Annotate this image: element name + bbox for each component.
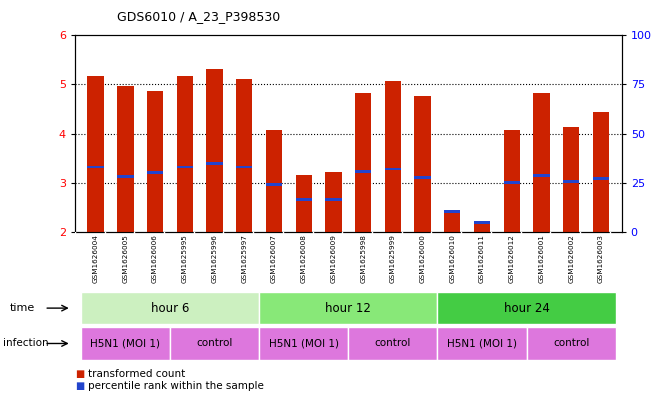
Text: GSM1625997: GSM1625997	[242, 234, 247, 283]
Bar	[147, 91, 163, 232]
Bar	[437, 327, 527, 360]
Bar	[170, 327, 259, 360]
Bar	[326, 198, 342, 201]
Text: GSM1625995: GSM1625995	[182, 234, 188, 283]
Text: GSM1625999: GSM1625999	[390, 234, 396, 283]
Bar	[385, 167, 401, 171]
Bar	[296, 175, 312, 232]
Text: GSM1625996: GSM1625996	[212, 234, 217, 283]
Bar	[592, 177, 609, 180]
Text: GSM1626005: GSM1626005	[122, 234, 128, 283]
Bar	[266, 130, 282, 232]
Bar	[259, 327, 348, 360]
Text: H5N1 (MOI 1): H5N1 (MOI 1)	[90, 338, 160, 349]
Bar	[474, 223, 490, 232]
Bar	[504, 130, 520, 232]
Text: GSM1626004: GSM1626004	[92, 234, 99, 283]
Bar	[266, 183, 282, 185]
Bar	[533, 174, 549, 177]
Text: time: time	[10, 303, 35, 313]
Bar	[296, 198, 312, 201]
Text: GSM1626011: GSM1626011	[479, 234, 485, 283]
Text: control: control	[375, 338, 411, 349]
Bar	[444, 210, 460, 213]
Bar	[326, 172, 342, 232]
Text: GSM1626000: GSM1626000	[420, 234, 426, 283]
Bar	[348, 327, 437, 360]
Bar	[81, 292, 259, 324]
Bar	[563, 180, 579, 183]
Bar	[81, 327, 170, 360]
Text: GDS6010 / A_23_P398530: GDS6010 / A_23_P398530	[117, 10, 281, 23]
Text: control: control	[197, 338, 233, 349]
Bar	[117, 86, 133, 232]
Bar	[355, 171, 371, 173]
Bar	[236, 165, 253, 169]
Text: GSM1626001: GSM1626001	[538, 234, 544, 283]
Bar	[474, 220, 490, 224]
Text: hour 24: hour 24	[504, 301, 549, 315]
Text: GSM1626012: GSM1626012	[508, 234, 515, 283]
Bar	[87, 165, 104, 169]
Bar	[504, 181, 520, 184]
Text: ■: ■	[75, 369, 84, 379]
Text: transformed count: transformed count	[88, 369, 185, 379]
Bar	[236, 79, 253, 232]
Text: GSM1626006: GSM1626006	[152, 234, 158, 283]
Text: percentile rank within the sample: percentile rank within the sample	[88, 381, 264, 391]
Bar	[533, 93, 549, 232]
Bar	[206, 69, 223, 232]
Bar	[259, 292, 437, 324]
Bar	[385, 81, 401, 232]
Bar	[563, 127, 579, 232]
Bar	[444, 211, 460, 232]
Bar	[437, 292, 616, 324]
Text: hour 12: hour 12	[326, 301, 371, 315]
Bar	[355, 93, 371, 232]
Text: GSM1626010: GSM1626010	[449, 234, 455, 283]
Text: infection: infection	[3, 338, 49, 349]
Text: GSM1626002: GSM1626002	[568, 234, 574, 283]
Text: hour 6: hour 6	[151, 301, 189, 315]
Bar	[592, 112, 609, 232]
Bar	[117, 175, 133, 178]
Text: GSM1626007: GSM1626007	[271, 234, 277, 283]
Text: ■: ■	[75, 381, 84, 391]
Text: GSM1626003: GSM1626003	[598, 234, 604, 283]
Text: GSM1626009: GSM1626009	[331, 234, 337, 283]
Bar	[527, 327, 616, 360]
Bar	[87, 76, 104, 232]
Bar	[176, 76, 193, 232]
Text: H5N1 (MOI 1): H5N1 (MOI 1)	[447, 338, 517, 349]
Bar	[206, 162, 223, 165]
Text: H5N1 (MOI 1): H5N1 (MOI 1)	[269, 338, 339, 349]
Text: GSM1625998: GSM1625998	[360, 234, 366, 283]
Bar	[415, 176, 431, 179]
Bar	[415, 96, 431, 232]
Bar	[147, 171, 163, 174]
Text: GSM1626008: GSM1626008	[301, 234, 307, 283]
Text: control: control	[553, 338, 589, 349]
Bar	[176, 165, 193, 169]
